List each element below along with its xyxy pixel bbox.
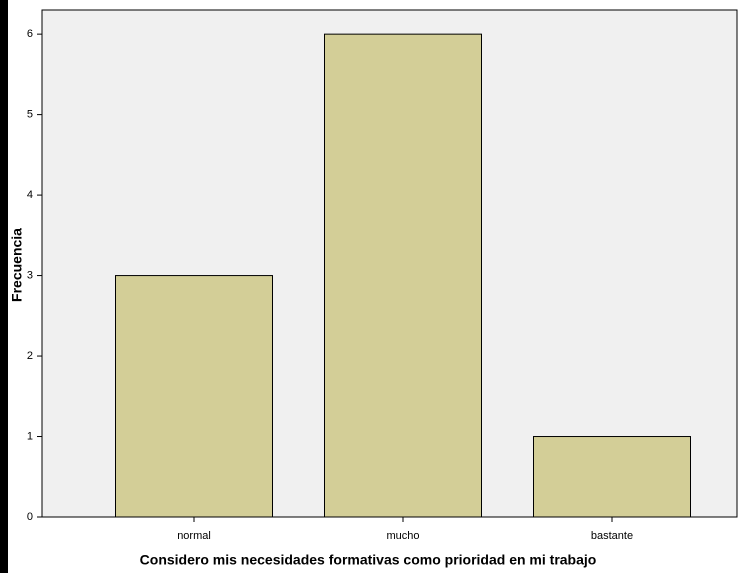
y-axis-label: Frecuencia <box>9 228 25 302</box>
left-edge <box>0 0 8 573</box>
x-axis-label: Considero mis necesidades formativas com… <box>140 552 597 568</box>
y-tick-label: 1 <box>27 430 33 442</box>
y-tick-label: 4 <box>27 189 33 201</box>
x-tick-label: bastante <box>591 530 633 542</box>
x-tick-label: mucho <box>386 530 419 542</box>
y-tick-label: 0 <box>27 511 33 523</box>
x-tick-label: normal <box>177 530 211 542</box>
bar <box>533 436 691 518</box>
y-tick-label: 3 <box>27 269 33 281</box>
y-tick-label: 6 <box>27 28 33 40</box>
y-tick-label: 2 <box>27 350 33 362</box>
bar <box>115 275 273 518</box>
y-tick-label: 5 <box>27 109 33 121</box>
bar <box>324 33 482 518</box>
